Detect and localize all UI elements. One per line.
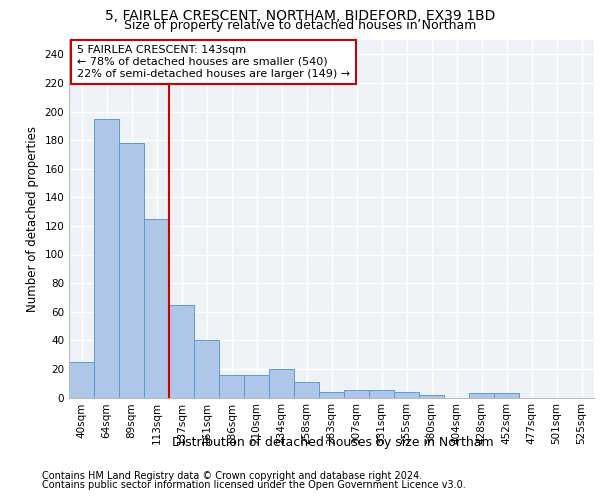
Text: Size of property relative to detached houses in Northam: Size of property relative to detached ho… [124, 19, 476, 32]
Bar [319, 392, 344, 398]
Bar [244, 374, 269, 398]
Bar [294, 382, 319, 398]
Bar [344, 390, 369, 398]
Bar [494, 393, 519, 398]
Bar [144, 219, 169, 398]
Text: 5, FAIRLEA CRESCENT, NORTHAM, BIDEFORD, EX39 1BD: 5, FAIRLEA CRESCENT, NORTHAM, BIDEFORD, … [105, 9, 495, 23]
Text: Distribution of detached houses by size in Northam: Distribution of detached houses by size … [172, 436, 494, 449]
Bar [469, 393, 494, 398]
Text: Contains HM Land Registry data © Crown copyright and database right 2024.: Contains HM Land Registry data © Crown c… [42, 471, 422, 481]
Text: Contains public sector information licensed under the Open Government Licence v3: Contains public sector information licen… [42, 480, 466, 490]
Text: 5 FAIRLEA CRESCENT: 143sqm
← 78% of detached houses are smaller (540)
22% of sem: 5 FAIRLEA CRESCENT: 143sqm ← 78% of deta… [77, 46, 350, 78]
Bar [169, 304, 194, 398]
Bar [94, 118, 119, 398]
Bar [369, 390, 394, 398]
Y-axis label: Number of detached properties: Number of detached properties [26, 126, 39, 312]
Bar [219, 374, 244, 398]
Bar [419, 394, 444, 398]
Bar [269, 369, 294, 398]
Bar [394, 392, 419, 398]
Bar [69, 362, 94, 398]
Bar [119, 143, 144, 398]
Bar [194, 340, 219, 398]
